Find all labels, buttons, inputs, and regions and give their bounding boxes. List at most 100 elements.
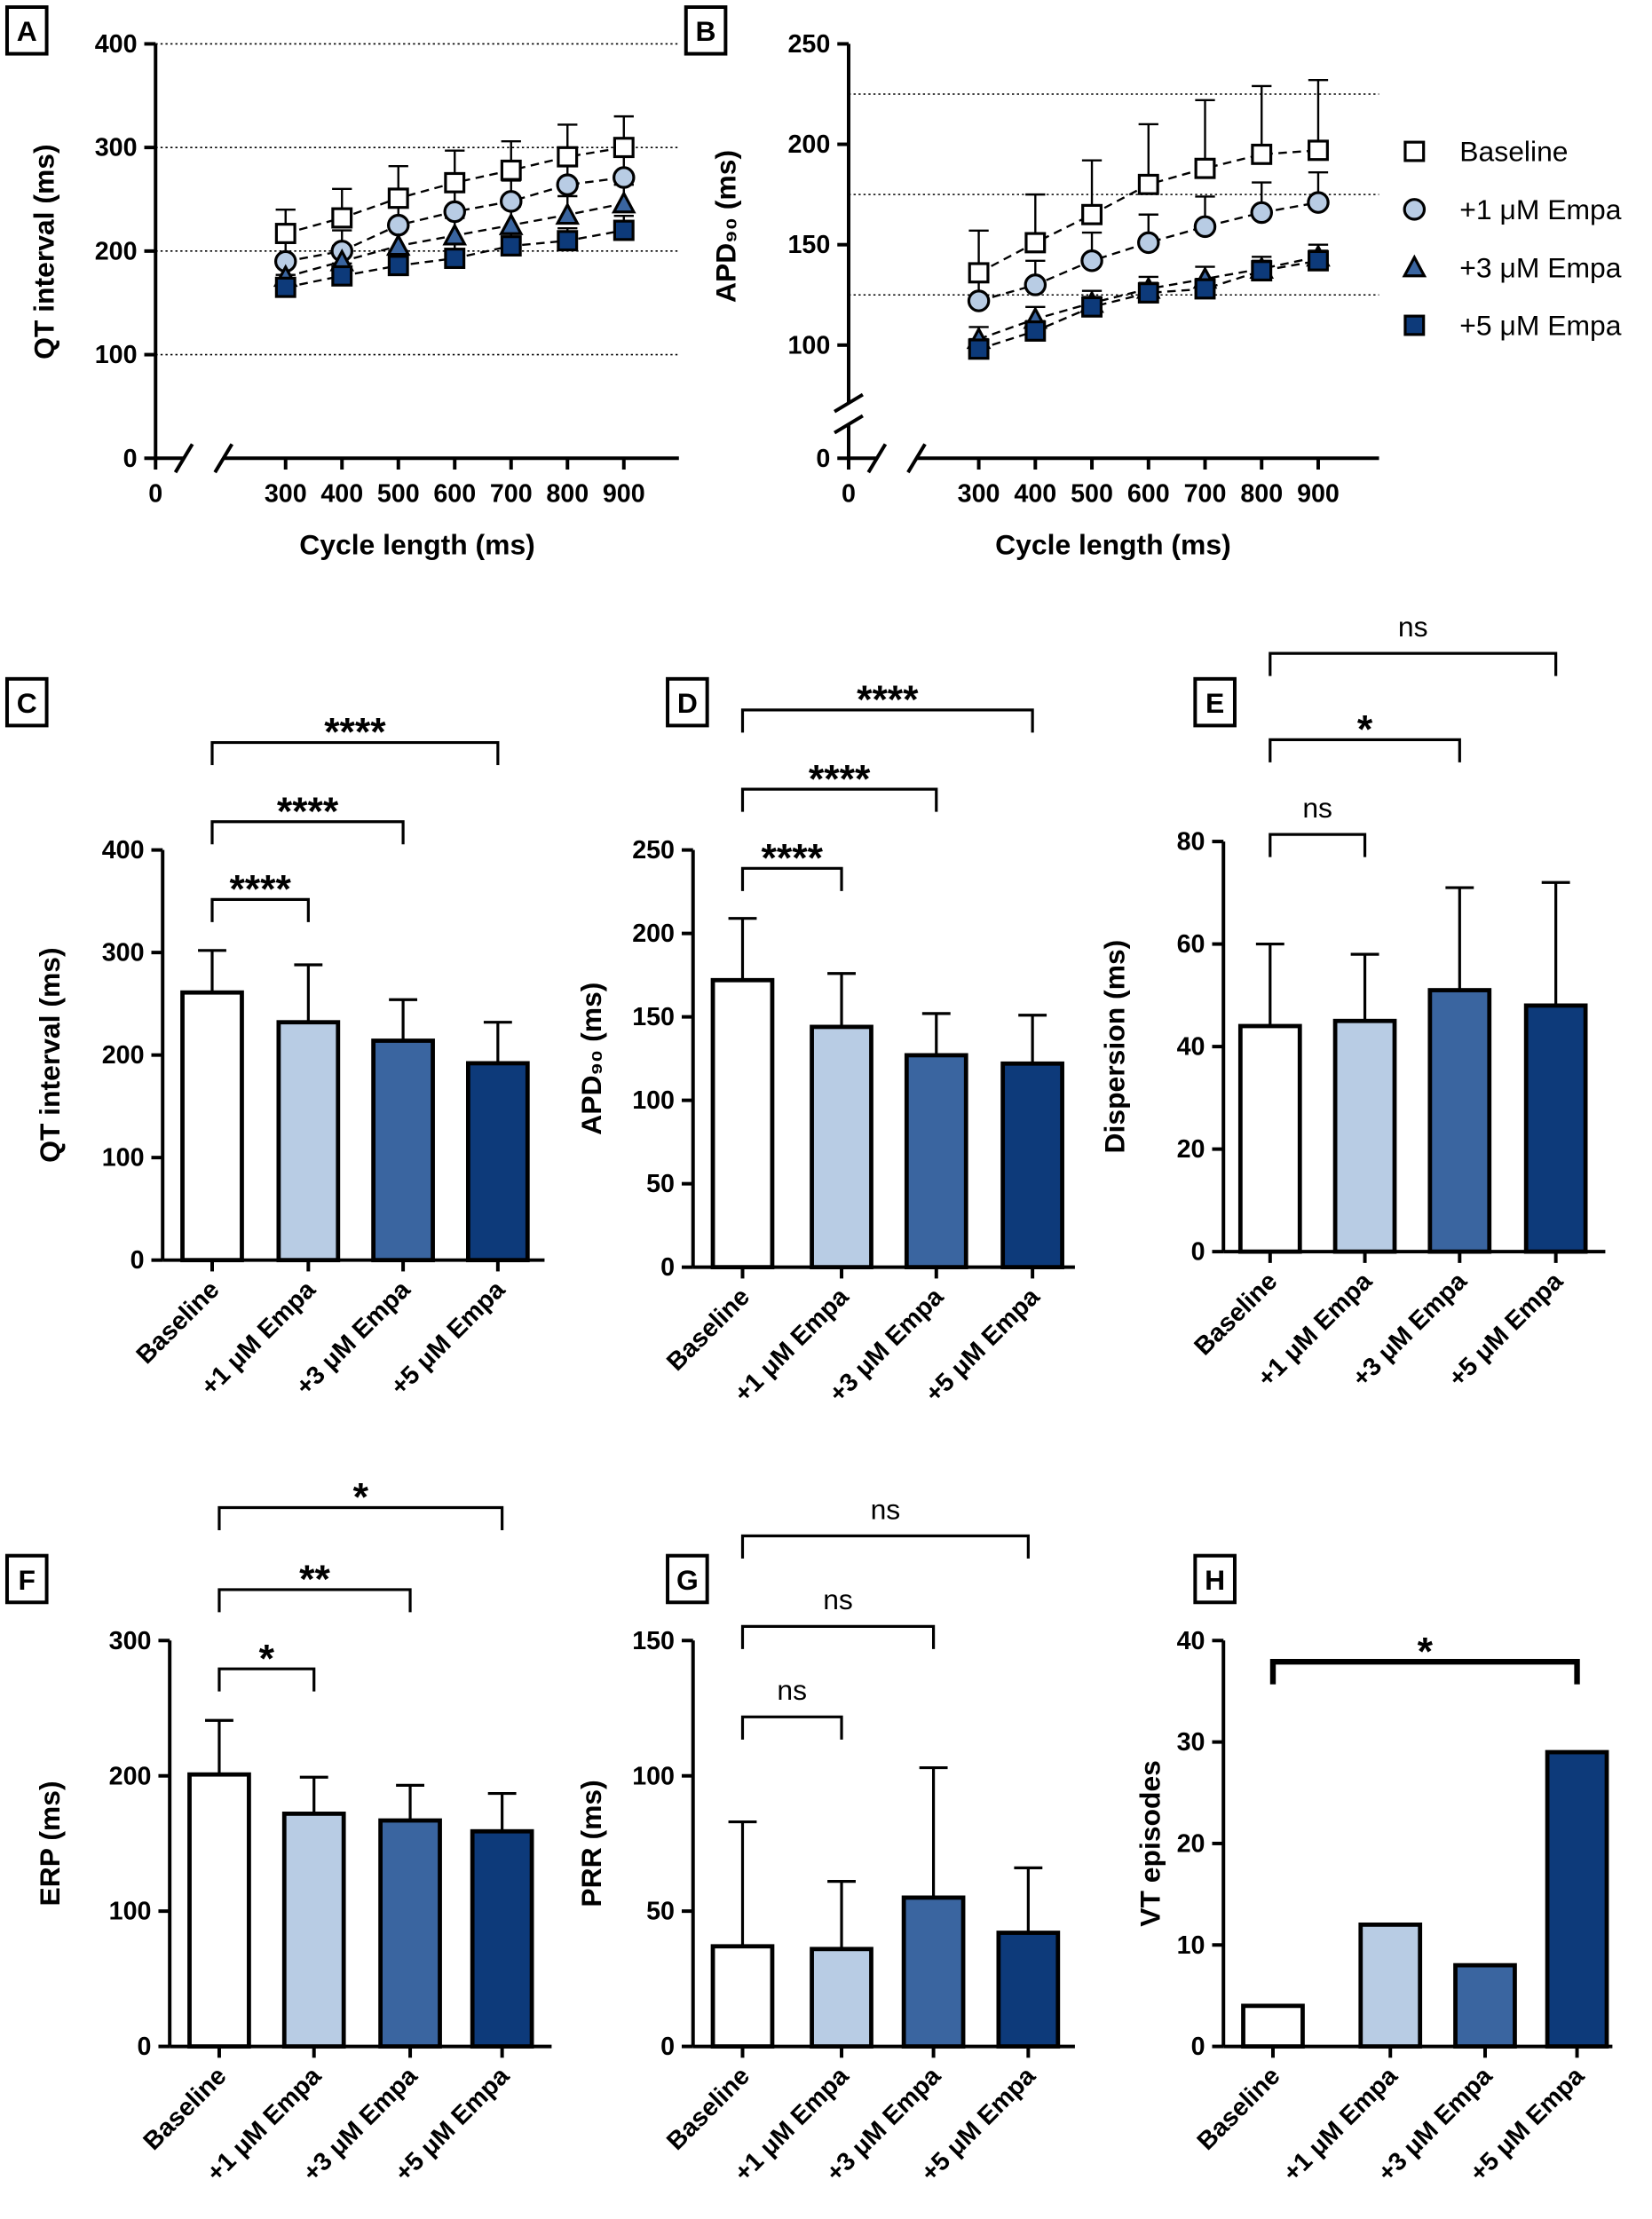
- marker: [387, 213, 410, 237]
- marker: [1308, 139, 1329, 162]
- bar: [904, 1053, 968, 1270]
- y-axis-title: APD₉₀ (ms): [575, 983, 607, 1135]
- y-tick-label: 200: [787, 130, 830, 159]
- panel-label: A: [17, 15, 37, 47]
- marker: [274, 276, 296, 298]
- bar: [1453, 1962, 1517, 2049]
- bar: [1241, 2003, 1305, 2049]
- bar: [901, 1895, 966, 2049]
- x-tick-label: Baseline: [661, 2062, 755, 2156]
- legend-marker: [1403, 314, 1426, 336]
- marker: [443, 200, 466, 224]
- significance-bracket: [1269, 738, 1461, 762]
- x-tick-label: 0: [148, 480, 162, 509]
- significance-label: ns: [823, 1583, 853, 1615]
- axis-break: [834, 392, 864, 414]
- marker: [1024, 320, 1047, 342]
- y-tick-label: 100: [632, 1086, 675, 1115]
- y-tick-label: 0: [130, 1246, 145, 1275]
- x-tick-label: 500: [377, 480, 420, 509]
- y-tick-label: 0: [660, 2033, 675, 2061]
- significance-bracket: [1269, 833, 1367, 857]
- y-tick-label: 250: [787, 30, 830, 59]
- x-tick-label: Baseline: [138, 2062, 232, 2156]
- bar: [1427, 988, 1492, 1254]
- y-tick-label: 200: [102, 1041, 145, 1070]
- bar: [276, 1020, 341, 1263]
- significance-label: ****: [277, 790, 339, 833]
- significance-label: ns: [871, 1493, 901, 1525]
- x-tick-label: 900: [603, 480, 645, 509]
- marker: [1250, 201, 1273, 225]
- panel-label: F: [19, 1564, 36, 1596]
- y-axis-title: PRR (ms): [575, 1780, 607, 1907]
- significance-label: ns: [1302, 792, 1332, 824]
- marker: [1024, 232, 1047, 254]
- y-tick-label: 200: [109, 1762, 152, 1790]
- y-tick-label: 300: [109, 1627, 152, 1655]
- panel-label: H: [1205, 1564, 1225, 1596]
- panel-label-box: [1193, 676, 1237, 728]
- panel-label: C: [17, 687, 37, 719]
- y-tick-label: 40: [1177, 1033, 1205, 1062]
- panel-label-box: [1193, 1553, 1237, 1605]
- legend-label: +3 μM Empa: [1459, 251, 1621, 283]
- significance-bracket: [217, 1505, 504, 1531]
- panel-label-box: [684, 5, 728, 56]
- marker: [500, 190, 523, 213]
- y-tick-label: 0: [123, 445, 138, 473]
- significance-label: **: [299, 1558, 330, 1601]
- y-tick-label: 20: [1177, 1829, 1205, 1858]
- significance-label: ns: [1398, 611, 1428, 643]
- y-axis-title: APD₉₀ (ms): [710, 150, 742, 303]
- marker: [1024, 273, 1047, 296]
- panel-label-box: [4, 1553, 49, 1605]
- marker: [967, 289, 991, 312]
- bar: [1237, 1023, 1302, 1254]
- significance-bracket: [217, 1588, 412, 1613]
- y-tick-label: 100: [632, 1762, 675, 1790]
- y-tick-label: 200: [95, 237, 138, 265]
- y-tick-label: 150: [787, 231, 830, 259]
- bar: [1358, 1923, 1423, 2049]
- legend-label: +1 μM Empa: [1459, 193, 1621, 225]
- significance-label: *: [1357, 708, 1373, 752]
- marker: [968, 338, 990, 360]
- y-tick-label: 0: [1191, 1238, 1205, 1267]
- legend-marker: [1402, 254, 1427, 278]
- significance-label: ****: [762, 837, 824, 880]
- x-tick-label: 900: [1297, 480, 1340, 509]
- y-tick-label: 50: [646, 1170, 675, 1198]
- y-tick-label: 20: [1177, 1135, 1205, 1164]
- bar: [996, 1931, 1061, 2049]
- marker: [555, 201, 581, 225]
- x-tick-label: 500: [1071, 480, 1113, 509]
- y-tick-label: 10: [1177, 1931, 1205, 1960]
- significance-bracket: [210, 820, 405, 845]
- marker: [1251, 260, 1273, 282]
- panel-label-box: [666, 676, 709, 728]
- legend-label: +5 μM Empa: [1459, 310, 1621, 342]
- marker: [387, 187, 409, 209]
- y-tick-label: 300: [95, 134, 138, 162]
- marker: [331, 265, 353, 287]
- axis-break: [213, 443, 234, 474]
- y-tick-label: 250: [632, 836, 675, 865]
- marker: [1081, 296, 1103, 318]
- bar: [378, 1818, 442, 2049]
- x-tick-label: 600: [433, 480, 476, 509]
- y-tick-label: 150: [632, 1627, 675, 1655]
- legend-marker: [1403, 140, 1426, 162]
- significance-label: *: [259, 1637, 275, 1680]
- significance-bracket: [740, 866, 843, 891]
- marker: [613, 137, 635, 159]
- y-tick-label: 0: [1191, 2033, 1205, 2061]
- y-tick-label: 40: [1177, 1627, 1205, 1655]
- x-tick-label: Baseline: [661, 1283, 755, 1377]
- significance-bracket: [210, 740, 500, 766]
- y-tick-label: 100: [787, 331, 830, 359]
- significance-bracket: [740, 1534, 1030, 1559]
- legend-marker: [1403, 198, 1427, 221]
- marker: [968, 262, 990, 284]
